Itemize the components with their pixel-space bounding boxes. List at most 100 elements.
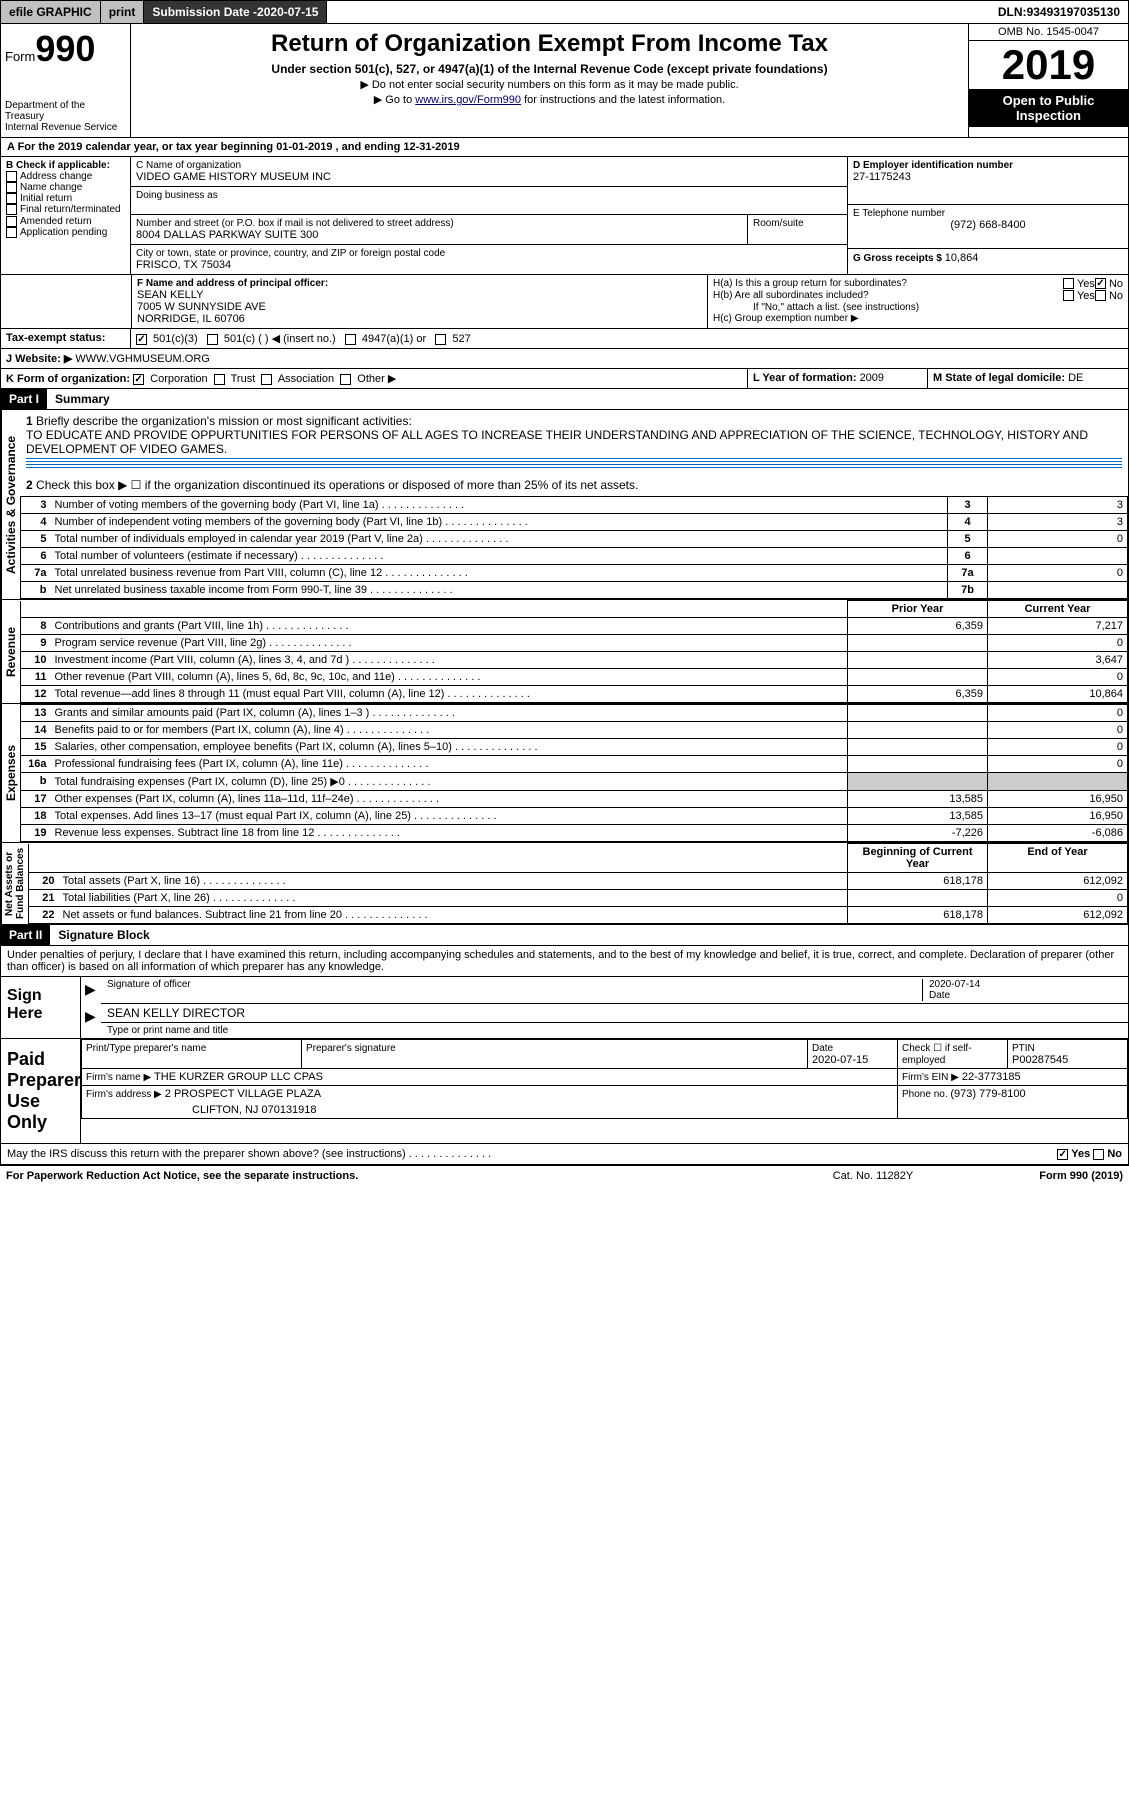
ha-yes[interactable]: [1063, 278, 1074, 289]
room-label: Room/suite: [753, 218, 842, 229]
form-version: Form 990 (2019): [973, 1170, 1123, 1182]
checkbox[interactable]: [207, 334, 218, 345]
declaration: Under penalties of perjury, I declare th…: [0, 946, 1129, 977]
officer-printed: SEAN KELLY DIRECTOR: [107, 1006, 245, 1020]
sign-here-block: Sign Here ▶ Signature of officer2020-07-…: [0, 977, 1129, 1039]
checkbox[interactable]: [6, 204, 17, 215]
checkbox[interactable]: [6, 227, 17, 238]
ptin-value: P00287545: [1012, 1054, 1068, 1066]
submission-date: Submission Date - 2020-07-15: [144, 1, 327, 23]
note-ssn: ▶ Do not enter social security numbers o…: [137, 78, 962, 91]
part1-revenue: Revenue Prior YearCurrent Year8Contribut…: [0, 600, 1129, 704]
checkbox[interactable]: [133, 374, 144, 385]
checkbox[interactable]: [435, 334, 446, 345]
checkbox[interactable]: [261, 374, 272, 385]
sign-here-label: Sign Here: [1, 977, 81, 1038]
line1-label: Briefly describe the organization's miss…: [36, 414, 412, 428]
pra-notice: For Paperwork Reduction Act Notice, see …: [6, 1170, 773, 1182]
gross-receipts-label: G Gross receipts $: [853, 253, 945, 264]
hc-label: H(c) Group exemption number ▶: [713, 313, 1123, 324]
addr-label: Number and street (or P.O. box if mail i…: [136, 218, 742, 229]
efile-label: efile GRAPHIC: [1, 1, 101, 23]
page-footer: For Paperwork Reduction Act Notice, see …: [0, 1165, 1129, 1186]
form-number: Form990: [5, 28, 126, 70]
section-fh: F Name and address of principal officer:…: [0, 275, 1129, 329]
phone-value: (972) 668-8400: [853, 219, 1123, 231]
website-value: WWW.VGHMUSEUM.ORG: [75, 353, 209, 365]
firm-phone: (973) 779-8100: [950, 1088, 1025, 1100]
mission-text: TO EDUCATE AND PROVIDE OPPURTUNITIES FOR…: [26, 428, 1088, 456]
paid-preparer-label: Paid Preparer Use Only: [1, 1039, 81, 1143]
firm-ein: 22-3773185: [962, 1071, 1021, 1083]
irs-link[interactable]: www.irs.gov/Form990: [415, 94, 521, 106]
dba-label: Doing business as: [136, 190, 842, 201]
checkbox[interactable]: [136, 334, 147, 345]
form-header: Form990 Department of the Treasury Inter…: [0, 24, 1129, 138]
hb-note: If "No," attach a list. (see instruction…: [713, 302, 1123, 313]
dept-label: Department of the Treasury Internal Reve…: [5, 100, 126, 133]
vtab-revenue: Revenue: [1, 600, 20, 703]
ein-value: 27-1175243: [853, 171, 1123, 183]
part1-header: Part ISummary: [0, 389, 1129, 410]
org-name: VIDEO GAME HISTORY MUSEUM INC: [136, 171, 842, 183]
phone-label: E Telephone number: [853, 208, 1123, 219]
print-button[interactable]: print: [101, 1, 145, 23]
ein-label: D Employer identification number: [853, 160, 1123, 171]
section-j: J Website: ▶ WWW.VGHMUSEUM.ORG: [0, 349, 1129, 369]
section-klm: K Form of organization: Corporation Trus…: [0, 369, 1129, 389]
state-domicile: DE: [1068, 372, 1083, 384]
checkbox[interactable]: [340, 374, 351, 385]
note-link: ▶ Go to www.irs.gov/Form990 for instruct…: [137, 93, 962, 106]
tax-year-line: A For the 2019 calendar year, or tax yea…: [0, 138, 1129, 157]
firm-addr2: CLIFTON, NJ 070131918: [192, 1104, 317, 1116]
ha-label: H(a) Is this a group return for subordin…: [713, 278, 1063, 290]
arrow-icon: ▶: [85, 1008, 96, 1024]
part1-body: Activities & Governance 1 Briefly descri…: [0, 410, 1129, 600]
section-i: Tax-exempt status: 501(c)(3) 501(c) ( ) …: [0, 329, 1129, 349]
tax-year: 2019: [969, 41, 1128, 89]
top-toolbar: efile GRAPHIC print Submission Date - 20…: [0, 0, 1129, 24]
form-subtitle: Under section 501(c), 527, or 4947(a)(1)…: [137, 62, 962, 76]
catalog-number: Cat. No. 11282Y: [773, 1170, 973, 1182]
officer-name: SEAN KELLY: [137, 289, 702, 301]
year-formation: 2009: [860, 372, 884, 384]
discuss-yes[interactable]: [1057, 1149, 1068, 1160]
paid-preparer-block: Paid Preparer Use Only Print/Type prepar…: [0, 1039, 1129, 1144]
firm-addr1: 2 PROSPECT VILLAGE PLAZA: [165, 1088, 321, 1100]
officer-label: F Name and address of principal officer:: [137, 278, 702, 289]
firm-name: THE KURZER GROUP LLC CPAS: [154, 1071, 323, 1083]
city-state-zip: FRISCO, TX 75034: [136, 259, 842, 271]
part2-header: Part IISignature Block: [0, 925, 1129, 946]
hb-label: H(b) Are all subordinates included?: [713, 290, 1063, 302]
part1-expenses: Expenses 13Grants and similar amounts pa…: [0, 704, 1129, 843]
section-b: B Check if applicable: Address changeNam…: [1, 157, 131, 274]
vtab-activities: Activities & Governance: [1, 410, 20, 599]
omb-number: OMB No. 1545-0047: [969, 24, 1128, 41]
line2-text: Check this box ▶ ☐ if the organization d…: [36, 478, 638, 492]
part1-netassets: Net Assets or Fund Balances Beginning of…: [0, 843, 1129, 925]
officer-type-label: Type or print name and title: [101, 1023, 1128, 1038]
city-label: City or town, state or province, country…: [136, 248, 842, 259]
gross-receipts-value: 10,864: [945, 252, 979, 264]
vtab-expenses: Expenses: [1, 704, 20, 842]
checkbox[interactable]: [6, 216, 17, 227]
checkbox[interactable]: [345, 334, 356, 345]
public-inspection-badge: Open to Public Inspection: [969, 89, 1128, 127]
dln: DLN: 93493197035130: [990, 1, 1128, 23]
sig-officer-label: Signature of officer: [107, 979, 922, 1001]
checkbox[interactable]: [6, 193, 17, 204]
checkbox[interactable]: [6, 182, 17, 193]
checkbox[interactable]: [6, 171, 17, 182]
street-address: 8004 DALLAS PARKWAY SUITE 300: [136, 229, 742, 241]
org-name-label: C Name of organization: [136, 160, 842, 171]
checkbox[interactable]: [214, 374, 225, 385]
officer-addr1: 7005 W SUNNYSIDE AVE: [137, 301, 702, 313]
hb-yes[interactable]: [1063, 290, 1074, 301]
discuss-row: May the IRS discuss this return with the…: [0, 1144, 1129, 1165]
officer-addr2: NORRIDGE, IL 60706: [137, 313, 702, 325]
form-title: Return of Organization Exempt From Incom…: [137, 30, 962, 58]
vtab-netassets: Net Assets or Fund Balances: [1, 843, 28, 924]
ha-no[interactable]: [1095, 278, 1106, 289]
discuss-no[interactable]: [1093, 1149, 1104, 1160]
hb-no[interactable]: [1095, 290, 1106, 301]
